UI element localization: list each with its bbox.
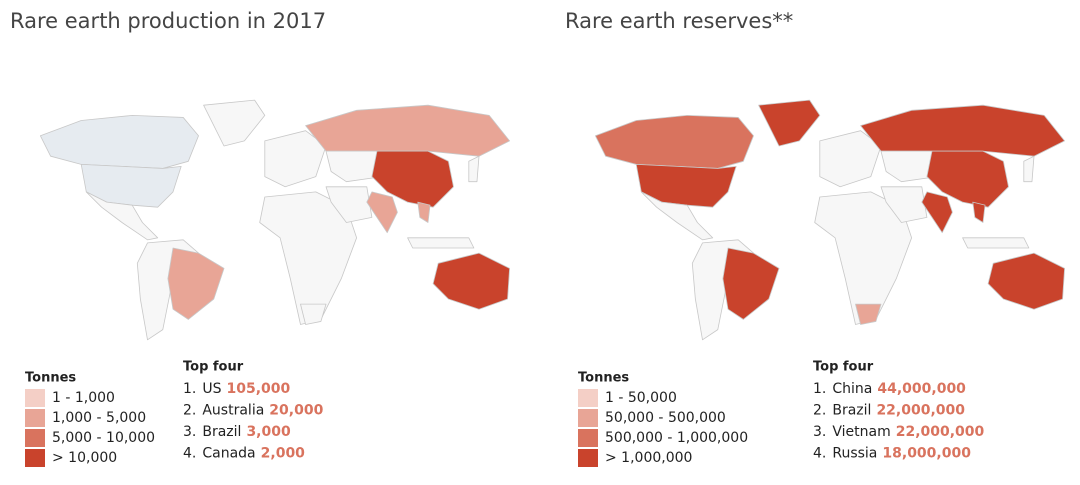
- country: [371, 150, 454, 208]
- country: [366, 191, 398, 234]
- rank: 3.: [183, 424, 196, 440]
- legend-swatch: [578, 429, 598, 447]
- country: [432, 252, 511, 310]
- country-name: US: [202, 381, 221, 397]
- country: [722, 247, 780, 320]
- country: [85, 191, 159, 241]
- panel: Rare earth production in 2017 Tonnes 1 - 1…: [10, 9, 511, 467]
- country-name: Vietnam: [832, 424, 890, 440]
- country: [300, 303, 327, 325]
- rank: 2.: [183, 403, 196, 419]
- country: [972, 201, 986, 223]
- country: [417, 201, 431, 223]
- rank: 3.: [813, 424, 826, 440]
- legend-label: 1,000 - 5,000: [52, 410, 146, 426]
- legend-label: 50,000 - 500,000: [605, 410, 726, 426]
- country: [325, 150, 383, 183]
- country: [926, 150, 1009, 208]
- legend-swatch: [578, 409, 598, 427]
- country: [264, 130, 327, 188]
- top-item: 2. Brazil 22,000,000: [813, 403, 965, 419]
- amount: 2,000: [261, 446, 306, 462]
- country: [962, 237, 1030, 249]
- country: [819, 130, 882, 188]
- country: [39, 114, 199, 169]
- country: [880, 186, 928, 223]
- country: [855, 303, 882, 325]
- rank: 1.: [183, 381, 196, 397]
- country: [880, 150, 938, 183]
- country: [594, 114, 754, 169]
- country: [167, 247, 225, 320]
- country: [1023, 155, 1035, 183]
- top-item: 1. China 44,000,000: [813, 381, 966, 397]
- rank: 1.: [813, 381, 826, 397]
- amount: 44,000,000: [877, 381, 966, 397]
- country: [758, 99, 821, 147]
- legend-swatch: [25, 389, 45, 407]
- panel-title: Rare earth reserves**: [565, 9, 793, 33]
- legend-label: > 1,000,000: [605, 450, 692, 466]
- amount: 20,000: [269, 403, 323, 419]
- country-name: Australia: [202, 403, 264, 419]
- country-name: China: [832, 381, 872, 397]
- rank: 2.: [813, 403, 826, 419]
- legend-swatch: [25, 449, 45, 467]
- amount: 3,000: [246, 424, 291, 440]
- country-name: Brazil: [832, 403, 871, 419]
- amount: 22,000,000: [876, 403, 965, 419]
- country: [921, 191, 953, 234]
- amount: 105,000: [227, 381, 291, 397]
- panel-title: Rare earth production in 2017: [10, 9, 326, 33]
- top-item: 1. US 105,000: [183, 381, 291, 397]
- rank: 4.: [813, 446, 826, 462]
- country: [468, 155, 480, 183]
- country: [860, 104, 1066, 157]
- legend-title: Tonnes: [578, 371, 629, 386]
- legend-swatch: [25, 429, 45, 447]
- country-name: Brazil: [202, 424, 241, 440]
- amount: 22,000,000: [896, 424, 985, 440]
- country-name: Canada: [202, 446, 255, 462]
- country: [325, 186, 373, 223]
- top-item: 4. Canada 2,000: [183, 446, 305, 462]
- top-title: Top four: [813, 360, 874, 375]
- amount: 18,000,000: [882, 446, 971, 462]
- legend-swatch: [25, 409, 45, 427]
- legend-label: 1 - 50,000: [605, 390, 677, 406]
- country: [305, 104, 511, 157]
- top-item: 3. Brazil 3,000: [183, 424, 291, 440]
- legend-swatch: [578, 389, 598, 407]
- country: [640, 191, 714, 241]
- top-item: 4. Russia 18,000,000: [813, 446, 971, 462]
- country-name: Russia: [832, 446, 877, 462]
- legend-title: Tonnes: [25, 371, 76, 386]
- legend-label: > 10,000: [52, 450, 117, 466]
- country: [203, 99, 266, 147]
- legend-label: 1 - 1,000: [52, 390, 115, 406]
- legend-label: 500,000 - 1,000,000: [605, 430, 748, 446]
- panel: Rare earth reserves** Tonnes 1 - 50,000 50,…: [565, 9, 1066, 467]
- rank: 4.: [183, 446, 196, 462]
- top-title: Top four: [183, 360, 244, 375]
- map: [594, 99, 1066, 341]
- top-item: 2. Australia 20,000: [183, 403, 324, 419]
- legend-swatch: [578, 449, 598, 467]
- legend-label: 5,000 - 10,000: [52, 430, 155, 446]
- country: [407, 237, 475, 249]
- top-item: 3. Vietnam 22,000,000: [813, 424, 985, 440]
- map: [39, 99, 511, 341]
- country: [987, 252, 1066, 310]
